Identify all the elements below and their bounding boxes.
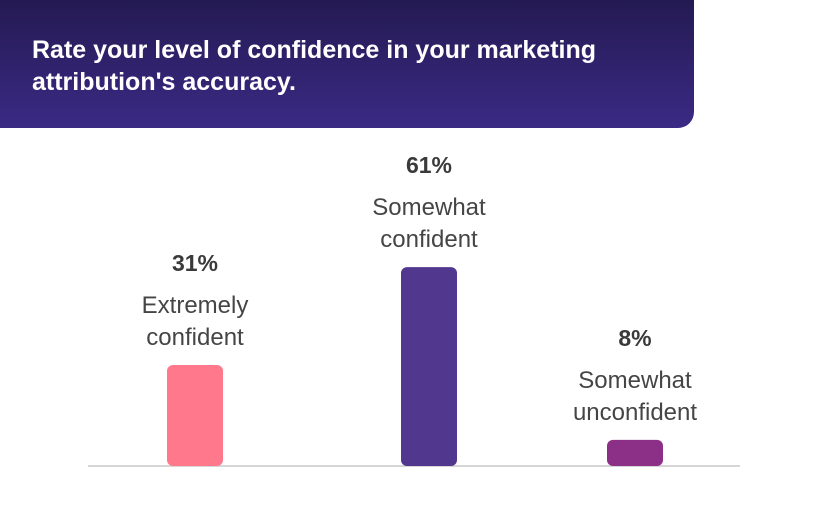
bar-somewhat-confident <box>401 267 457 466</box>
category-label-extremely-confident: Extremely confident <box>142 292 249 351</box>
value-label-somewhat-unconfident: 8% <box>618 325 651 351</box>
bar-somewhat-unconfident <box>607 439 663 466</box>
category-label-somewhat-unconfident: Somewhat unconfident <box>573 367 697 426</box>
bars-layer <box>167 267 663 466</box>
chart-title: Rate your level of confidence in your ma… <box>32 36 597 96</box>
value-label-somewhat-confident: 61% <box>406 152 452 178</box>
value-label-extremely-confident: 31% <box>172 250 218 276</box>
header-banner: Rate your level of confidence in your ma… <box>0 0 694 128</box>
labels-layer: Extremely confident 31% Somewhat confident 61… <box>142 152 698 426</box>
category-label-somewhat-confident: Somewhat confident <box>372 194 486 253</box>
bar-extremely-confident <box>167 364 223 466</box>
